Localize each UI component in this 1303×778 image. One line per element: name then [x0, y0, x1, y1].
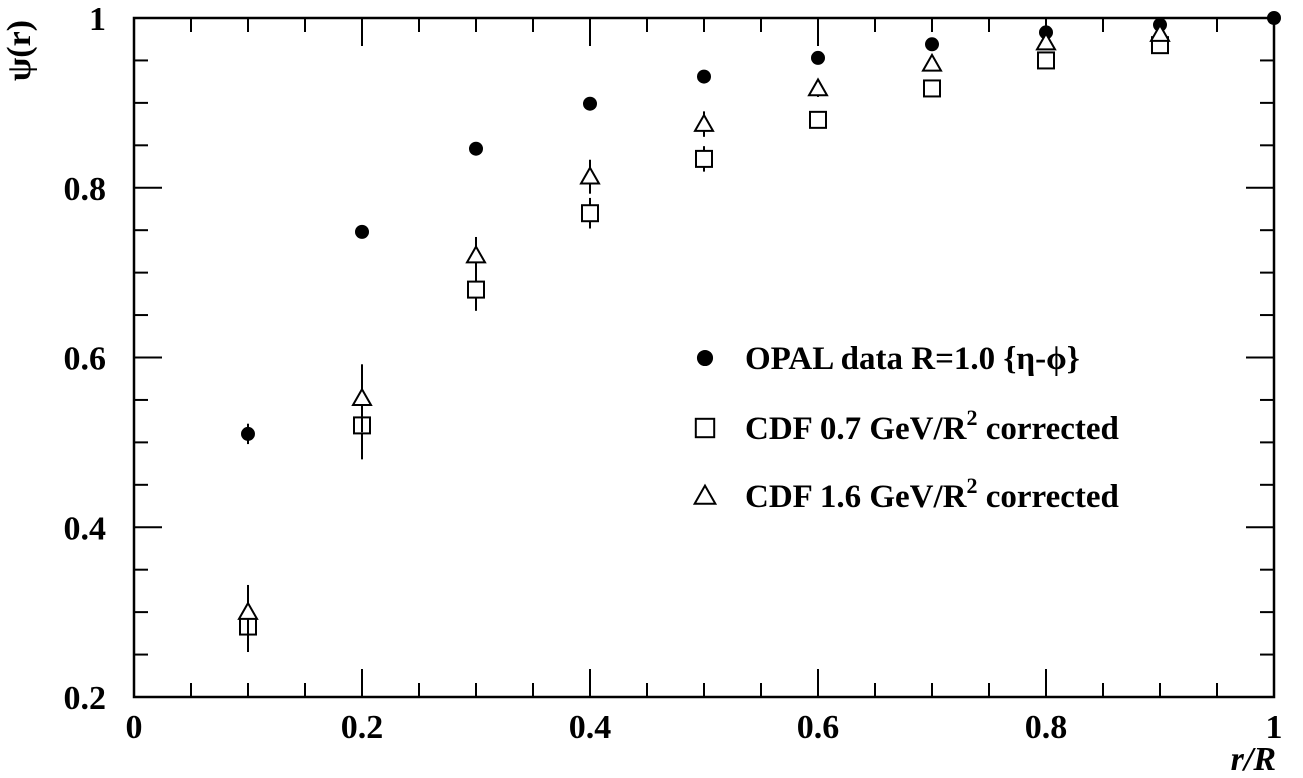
data-point — [237, 601, 259, 620]
data-point — [579, 165, 601, 185]
data-point — [809, 110, 827, 129]
legend-label-main: CDF 1.6 GeV/R — [745, 479, 968, 515]
legend-label: CDF 1.6 GeV/R2 corrected — [745, 473, 1119, 515]
legend-label-sup: 2 — [967, 405, 978, 430]
tick-labels: 0 0.2 0.4 0.6 0.8 1 0.2 0.4 0.6 0.8 1 — [64, 1, 1283, 746]
data-point — [697, 69, 711, 84]
x-tick-label: 0 — [126, 709, 143, 746]
data-point — [923, 79, 941, 98]
y-tick-label: 0.8 — [64, 171, 107, 208]
data-point — [241, 426, 255, 441]
data-point — [1149, 23, 1171, 42]
data-point — [811, 50, 825, 65]
x-tick-label: 1 — [1266, 709, 1283, 746]
x-tick-label: 0.6 — [797, 709, 840, 746]
legend-label: CDF 0.7 GeV/R2 corrected — [745, 405, 1119, 447]
y-tick-label: 0.4 — [64, 510, 107, 547]
series-0 — [241, 11, 1281, 445]
x-tick-label: 0.4 — [569, 709, 612, 746]
data-point — [695, 149, 713, 168]
legend-label-tail: corrected — [978, 411, 1119, 447]
data-point — [693, 113, 715, 132]
y-tick-label: 1 — [89, 1, 106, 38]
y-axis-title: ψ(r) — [1, 20, 38, 81]
legend-label: OPAL data R=1.0 {η-ϕ} — [745, 341, 1080, 377]
data-point — [467, 280, 485, 299]
data-point — [921, 52, 943, 72]
data-point — [1035, 31, 1057, 51]
data-point — [925, 37, 939, 52]
y-tick-label: 0.6 — [64, 341, 107, 378]
data-marks — [237, 11, 1281, 653]
legend-label-main: CDF 0.7 GeV/R — [745, 411, 968, 447]
series-2 — [237, 23, 1171, 640]
legend: OPAL data R=1.0 {η-ϕ}CDF 0.7 GeV/R2 corr… — [692, 341, 1119, 515]
data-point — [355, 224, 369, 239]
data-point — [1037, 51, 1055, 70]
legend-label-sup: 2 — [967, 473, 978, 498]
data-point — [469, 141, 483, 156]
plot-frame — [132, 16, 1276, 699]
data-point — [351, 387, 373, 406]
x-tick-label: 0.8 — [1025, 709, 1068, 746]
legend-marker — [694, 417, 716, 439]
x-tick-label: 0.2 — [341, 709, 384, 746]
data-point — [581, 204, 599, 223]
y-tick-label: 0.2 — [64, 680, 107, 717]
legend-marker — [692, 483, 718, 505]
legend-label-main: OPAL data R=1.0 {η-ϕ} — [745, 341, 1080, 377]
legend-marker — [696, 349, 714, 367]
data-point — [583, 96, 597, 111]
data-point — [465, 244, 487, 264]
legend-label-tail: corrected — [978, 479, 1119, 515]
x-axis-title: r/R — [1231, 741, 1276, 778]
data-point — [807, 77, 829, 97]
